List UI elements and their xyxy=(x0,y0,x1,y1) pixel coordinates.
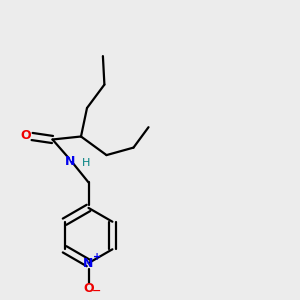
Text: N: N xyxy=(65,155,76,168)
Text: H: H xyxy=(82,158,91,169)
Text: −: − xyxy=(92,286,102,296)
Text: O: O xyxy=(83,282,94,295)
Text: N: N xyxy=(83,256,94,270)
Text: O: O xyxy=(21,129,32,142)
Text: +: + xyxy=(93,252,101,262)
